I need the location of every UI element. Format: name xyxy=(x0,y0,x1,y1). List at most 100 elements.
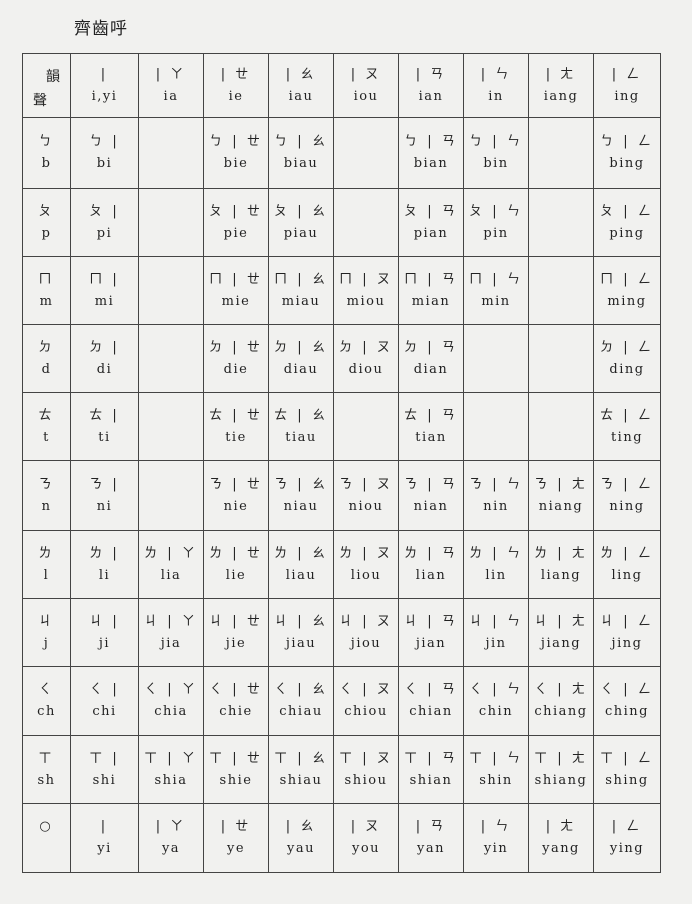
pinyin-text: shin xyxy=(479,772,513,788)
empty-cell xyxy=(138,188,204,257)
syllable-cell: ㄋ | ㄠ niau xyxy=(268,460,334,531)
pinyin-text: bie xyxy=(223,156,249,171)
zhuyin-text: ㄑ | ㄥ xyxy=(600,682,654,697)
pinyin-text: diou xyxy=(348,361,384,377)
pinyin-text: jiang xyxy=(540,635,582,651)
pinyin-text: you xyxy=(351,841,381,856)
zhuyin-text: ㄆ | ㄢ xyxy=(404,203,458,219)
zhuyin-text: ㄐ | ㄝ xyxy=(209,613,263,629)
syllable-cell: ㄐ | ㄚ jia xyxy=(138,598,204,667)
syllable-cell: ㄑ | chi xyxy=(70,666,139,736)
syllable-cell: ㄇ | ㄥ ming xyxy=(593,256,661,325)
pinyin-text: ni xyxy=(96,498,113,514)
pinyin-text: chia xyxy=(154,704,188,719)
pinyin-text: ting xyxy=(610,429,644,445)
zhuyin-text: ㄋ | xyxy=(89,476,120,492)
syllable-cell: ㄆ | ㄢ pian xyxy=(398,188,464,257)
zhuyin-text: | ㄤ xyxy=(545,819,577,834)
table-row: ㄑ ch ㄑ | chi ㄑ | ㄚ chia ㄑ | ㄝ chie ㄑ | ㄠ chiau ㄑ |… xyxy=(22,666,661,736)
pinyin-text: yan xyxy=(417,841,445,856)
syllable-cell: ㄐ | ㄣ jin xyxy=(463,598,529,667)
pinyin-text: bing xyxy=(609,156,645,171)
syllable-cell: ㄑ | ㄚ chia xyxy=(138,666,204,736)
zhuyin-text: ㄊ | ㄝ xyxy=(209,407,263,423)
syllable-cell: ㄒ | ㄝ shie xyxy=(203,735,269,804)
zhuyin-text: ㄋ xyxy=(38,476,55,492)
zhuyin-text: ㄋ | ㄝ xyxy=(209,476,263,492)
pinyin-text: shiou xyxy=(344,772,388,788)
corner-cell: 韻聲 xyxy=(22,53,71,118)
empty-cell xyxy=(138,392,204,461)
zhuyin-text: | ㄠ xyxy=(285,66,317,82)
syllable-cell: | ㄤ yang xyxy=(528,803,594,873)
zhuyin-text: ㄑ | ㄝ xyxy=(209,682,263,697)
pinyin-text: dian xyxy=(413,361,449,377)
zhuyin-text: ㄉ xyxy=(38,339,55,355)
zhuyin-text: ㄌ | ㄥ xyxy=(600,545,654,561)
zhuyin-text: ㄒ | ㄣ xyxy=(469,750,523,766)
zhuyin-text: ㄉ | ㄢ xyxy=(404,339,458,355)
syllable-cell: ㄉ | di xyxy=(70,324,139,393)
zhuyin-text: ㄑ | ㄚ xyxy=(144,682,198,697)
pinyin-text: pian xyxy=(413,225,449,241)
zhuyin-text: ㄆ | ㄠ xyxy=(274,203,328,219)
syllable-cell: ㄇ | ㄢ mian xyxy=(398,256,464,325)
syllable-cell: ㄇ | ㄝ mie xyxy=(203,256,269,325)
pinyin-text: tiau xyxy=(285,429,317,445)
zhuyin-text: ㄋ | ㄠ xyxy=(274,476,328,492)
zhuyin-text: | ㄥ xyxy=(611,66,643,82)
zhuyin-text: ㄐ | ㄥ xyxy=(600,613,654,629)
pinyin-text: jiou xyxy=(350,635,382,651)
pinyin-text: shing xyxy=(605,772,649,788)
pinyin-text: pie xyxy=(223,225,249,241)
syllable-cell: | ㄠ yau xyxy=(268,803,334,873)
pinyin-text: shiau xyxy=(279,772,323,788)
zhuyin-text: ㄒ | ㄤ xyxy=(534,750,588,766)
pinyin-text: p xyxy=(41,225,52,241)
syllable-cell: ㄆ | ㄝ pie xyxy=(203,188,269,257)
pinyin-text: in xyxy=(488,88,504,104)
zhuyin-text: | ㄡ xyxy=(350,66,382,82)
pinyin-text: pin xyxy=(483,225,509,241)
pinyin-text: ya xyxy=(161,841,181,856)
zhuyin-text: | ㄣ xyxy=(480,819,512,834)
syllable-cell: ㄑ | ㄣ chin xyxy=(463,666,529,736)
pinyin-text: mian xyxy=(411,293,451,309)
syllable-cell: ㄅ | ㄢ bian xyxy=(398,117,464,189)
pinyin-text: lian xyxy=(415,567,447,583)
header-row: 韻聲 | i,yi | ㄚ ia | ㄝ ie | ㄠ iau | ㄡ iou | ㄢ ian | ㄣ in… xyxy=(22,53,661,118)
empty-cell xyxy=(528,256,594,325)
pinyin-text: ti xyxy=(98,429,111,445)
zhuyin-text: ㄌ xyxy=(38,545,55,561)
syllable-cell: ㄑ | ㄤ chiang xyxy=(528,666,594,736)
zhuyin-text: ㄉ | xyxy=(89,339,120,355)
final-header-cell: | ㄤ iang xyxy=(528,53,594,118)
pinyin-text: n xyxy=(41,498,52,514)
zhuyin-text: ㄌ | ㄚ xyxy=(144,545,198,561)
pinyin-text: chi xyxy=(92,704,117,719)
zhuyin-text: ㄅ | ㄠ xyxy=(274,134,328,149)
syllable-cell: | ㄢ yan xyxy=(398,803,464,873)
syllable-cell: ㄆ | ㄣ pin xyxy=(463,188,529,257)
final-header-cell: | ㄡ iou xyxy=(333,53,399,118)
initial-cell: ㄒ sh xyxy=(22,735,71,804)
pinyin-text: iou xyxy=(353,88,379,104)
zhuyin-text: ㄋ | ㄣ xyxy=(469,476,523,492)
zhuyin-text: ㄑ | ㄡ xyxy=(339,682,393,697)
final-header-cell: | ㄝ ie xyxy=(203,53,269,118)
empty-cell xyxy=(463,392,529,461)
final-header-cell: | ㄠ iau xyxy=(268,53,334,118)
syllable-cell: ㄉ | ㄢ dian xyxy=(398,324,464,393)
zhuyin-text: ㄐ | xyxy=(89,613,120,629)
syllable-cell: ㄉ | ㄡ diou xyxy=(333,324,399,393)
pinyin-text: bi xyxy=(96,156,113,171)
syllable-cell: ㄌ | ㄡ liou xyxy=(333,530,399,599)
pinyin-text: t xyxy=(43,429,50,445)
empty-cell xyxy=(528,117,594,189)
